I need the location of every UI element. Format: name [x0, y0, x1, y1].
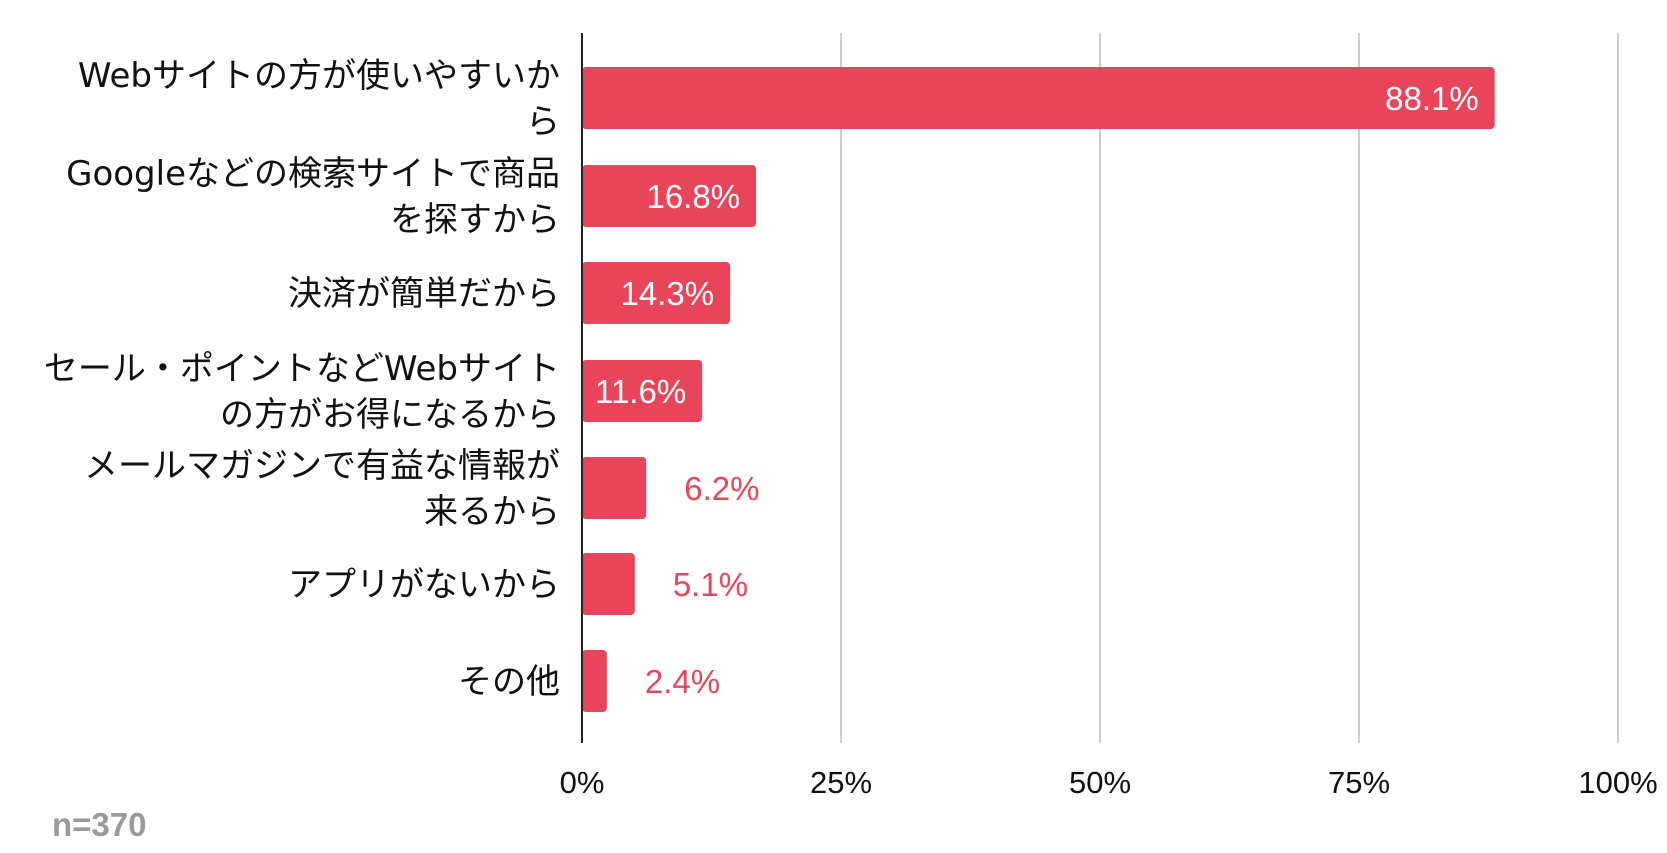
bar	[582, 67, 1495, 129]
x-tick-label: 0%	[560, 765, 605, 800]
data-label: 2.4%	[645, 663, 720, 700]
category-label: Googleなどの検索サイトで商品	[66, 154, 560, 194]
x-tick-label: 50%	[1069, 765, 1131, 800]
category-label: その他	[458, 662, 560, 702]
category-label: 決済が簡単だから	[288, 274, 560, 314]
data-label: 88.1%	[1385, 80, 1479, 117]
category-label: の方がお得になるから	[220, 395, 560, 435]
data-label: 5.1%	[673, 566, 748, 603]
category-label: アプリがないから	[288, 565, 560, 605]
category-label: Webサイトの方が使いやすいか	[78, 56, 560, 96]
x-tick-label: 75%	[1328, 765, 1390, 800]
bar	[582, 650, 607, 712]
gridlines	[840, 33, 1619, 743]
category-label: ら	[526, 102, 560, 142]
category-label: を探すから	[390, 200, 560, 240]
category-label: セール・ポイントなどWebサイト	[44, 349, 560, 389]
x-tick-label: 100%	[1578, 765, 1657, 800]
data-label: 6.2%	[684, 470, 759, 507]
data-label: 14.3%	[621, 275, 715, 312]
bar	[582, 360, 703, 422]
bar	[582, 457, 647, 519]
category-label: 来るから	[424, 492, 560, 532]
data-label: 11.6%	[595, 373, 686, 410]
category-label: メールマガジンで有益な情報が	[84, 446, 560, 486]
x-tick-label: 25%	[810, 765, 872, 800]
bar	[582, 262, 731, 324]
bar	[582, 165, 757, 227]
bars: 88.1% 16.8% 14.3% 11.6% 6.2% 5.1% 2.4%	[582, 67, 1495, 712]
x-axis-ticks: 0% 25% 50% 75% 100%	[560, 765, 1658, 800]
data-label: 16.8%	[646, 178, 740, 215]
sample-size-note: n=370	[52, 806, 147, 843]
bar	[582, 553, 635, 615]
